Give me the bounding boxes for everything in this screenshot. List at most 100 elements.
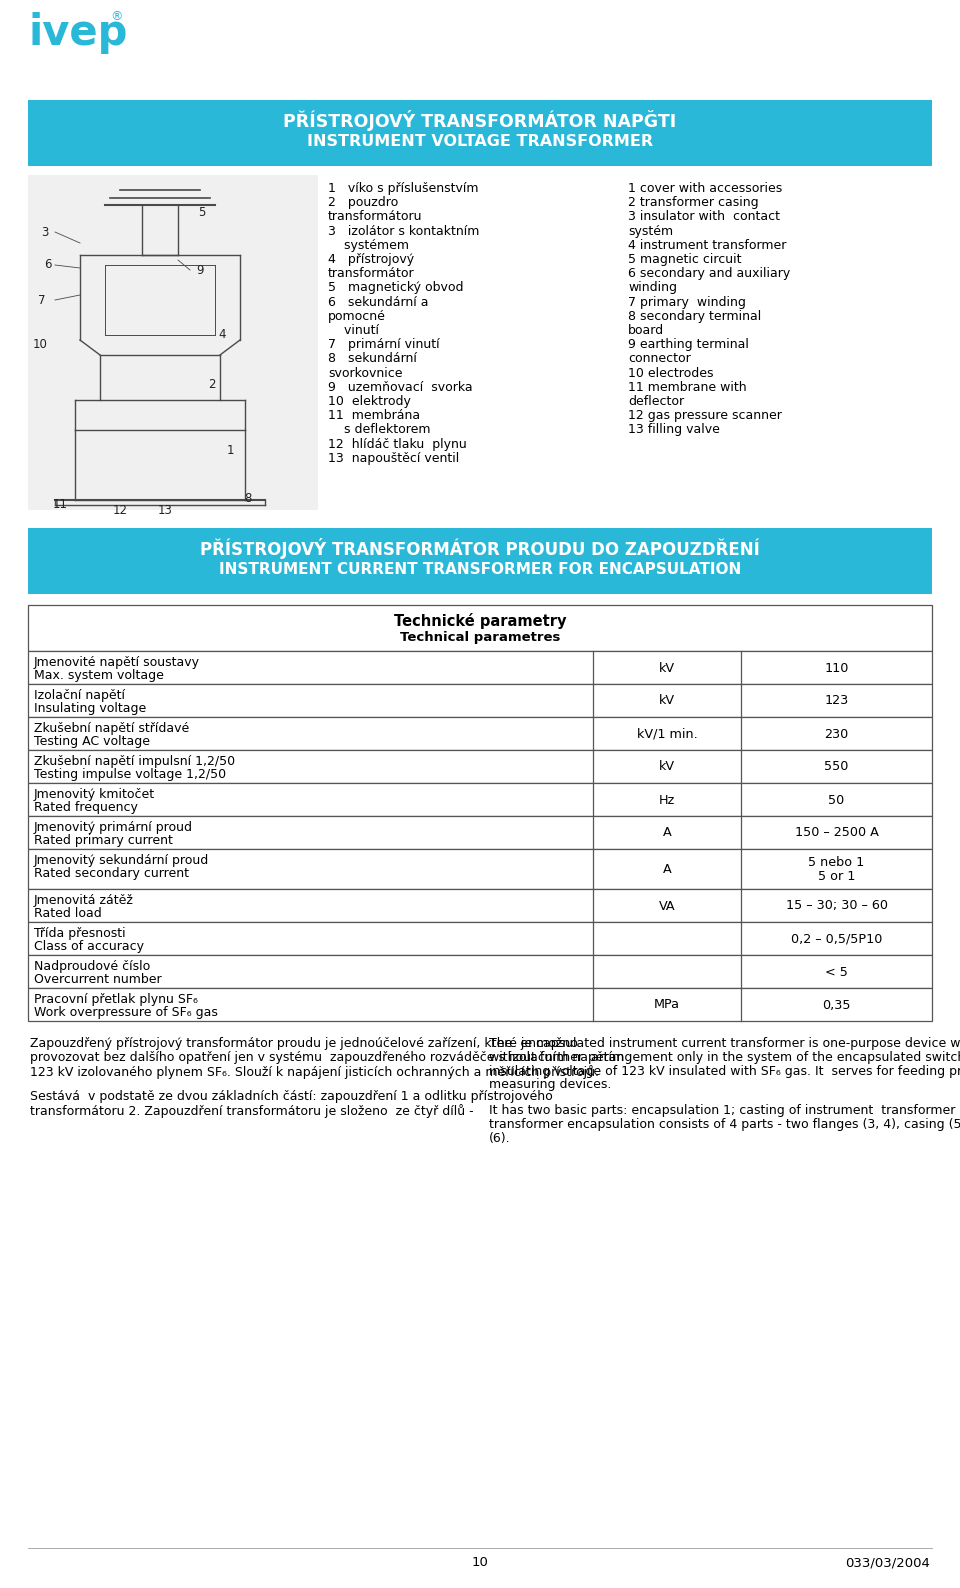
Text: The  encapsulated instrument current transformer is one-purpose device which can: The encapsulated instrument current tran… [489, 1037, 960, 1050]
Text: measuring devices.: measuring devices. [489, 1078, 612, 1091]
Bar [28, 816, 932, 850]
Text: 123: 123 [825, 694, 849, 708]
Text: 50: 50 [828, 794, 845, 807]
Text: It has two basic parts: encapsulation 1; casting of instrument  transformer 2;  : It has two basic parts: encapsulation 1;… [489, 1104, 960, 1118]
Bar [28, 988, 932, 1021]
Text: 9   uzemňovací  svorka: 9 uzemňovací svorka [328, 381, 472, 394]
Text: 4: 4 [218, 329, 226, 341]
Bar [28, 923, 932, 954]
Text: without further  arrangement only in the system of the encapsulated switchgear  : without further arrangement only in the … [489, 1051, 960, 1064]
Text: 2   pouzdro: 2 pouzdro [328, 197, 398, 210]
Text: Rated load: Rated load [34, 907, 102, 919]
Text: 7   primární vinutí: 7 primární vinutí [328, 338, 440, 351]
Text: 15 – 30; 30 – 60: 15 – 30; 30 – 60 [785, 899, 887, 913]
Text: transformátoru 2. Zapouzdření transformátoru je složeno  ze čtyř dílů -: transformátoru 2. Zapouzdření transformá… [30, 1104, 473, 1118]
Text: Jmenovitý sekundární proud: Jmenovitý sekundární proud [34, 854, 209, 867]
Text: 0,2 – 0,5/5P10: 0,2 – 0,5/5P10 [791, 932, 882, 945]
Text: Class of accuracy: Class of accuracy [34, 940, 144, 953]
Text: 6 secondary and auxiliary: 6 secondary and auxiliary [628, 267, 790, 279]
Text: 13: 13 [157, 503, 173, 516]
Bar [28, 175, 318, 510]
Bar [28, 605, 932, 651]
Text: Technical parametres: Technical parametres [399, 630, 561, 645]
Text: 2 transformer casing: 2 transformer casing [628, 197, 758, 210]
Bar [28, 850, 932, 889]
Text: 5 nebo 1: 5 nebo 1 [808, 856, 865, 869]
Text: connector: connector [628, 353, 691, 365]
Text: Insulating voltage: Insulating voltage [34, 702, 146, 715]
Text: 1: 1 [227, 443, 233, 456]
Text: Rated secondary current: Rated secondary current [34, 867, 189, 880]
Text: Sestává  v podstatě ze dvou základních částí: zapouzdření 1 a odlitku přístrojov: Sestává v podstatě ze dvou základních čá… [30, 1091, 553, 1104]
Text: 11  membrána: 11 membrána [328, 410, 420, 422]
Text: 123 kV izolovaného plynem SF₆. Slouží k napájení jisticích ochranných a měřících: 123 kV izolovaného plynem SF₆. Slouží k … [30, 1064, 599, 1078]
Text: Jmenovité napětí soustavy: Jmenovité napětí soustavy [34, 656, 200, 669]
Text: Zapouzdřený přístrojový transformátor proudu je jednoúčelové zařízení, které je : Zapouzdřený přístrojový transformátor pr… [30, 1037, 578, 1050]
Text: 12  hlídáč tlaku  plynu: 12 hlídáč tlaku plynu [328, 438, 467, 451]
Text: transformátoru: transformátoru [328, 210, 422, 224]
Text: Jmenovitý primární proud: Jmenovitý primární proud [34, 821, 193, 834]
Text: transformátor: transformátor [328, 267, 415, 279]
Text: 8   sekundární: 8 sekundární [328, 353, 417, 365]
Text: 1 cover with accessories: 1 cover with accessories [628, 183, 782, 195]
Text: 5 magnetic circuit: 5 magnetic circuit [628, 252, 741, 267]
Text: transformer encapsulation consists of 4 parts - two flanges (3, 4), casing (5) a: transformer encapsulation consists of 4 … [489, 1118, 960, 1131]
Text: (6).: (6). [489, 1132, 511, 1145]
Text: kV: kV [659, 761, 675, 773]
Text: 10 electrodes: 10 electrodes [628, 367, 713, 380]
Text: 8 secondary terminal: 8 secondary terminal [628, 310, 761, 322]
Text: 2: 2 [208, 378, 216, 392]
Bar [28, 651, 932, 684]
Text: 10: 10 [471, 1556, 489, 1569]
Bar [28, 783, 932, 816]
Text: Pracovní přetlak plynu SF₆: Pracovní přetlak plynu SF₆ [34, 992, 198, 1007]
Text: 4 instrument transformer: 4 instrument transformer [628, 238, 786, 252]
Text: 4   přístrojový: 4 přístrojový [328, 252, 414, 267]
Text: 3 insulator with  contact: 3 insulator with contact [628, 210, 780, 224]
Text: Jmenovitá zátěž: Jmenovitá zátěž [34, 894, 133, 907]
Text: deflector: deflector [628, 395, 684, 408]
Text: A: A [662, 862, 671, 877]
Text: 150 – 2500 A: 150 – 2500 A [795, 826, 878, 840]
Text: Nadproudové číslo: Nadproudové číslo [34, 961, 151, 973]
Bar [28, 100, 932, 167]
Text: pomocné: pomocné [328, 310, 386, 322]
Text: 3   izolátor s kontaktním: 3 izolátor s kontaktním [328, 224, 479, 238]
Text: 5: 5 [199, 205, 205, 219]
Text: kV: kV [659, 662, 675, 675]
Text: kV: kV [659, 694, 675, 708]
Text: Třída přesnosti: Třída přesnosti [34, 927, 126, 940]
Text: Rated primary current: Rated primary current [34, 834, 173, 846]
Text: vinutí: vinutí [328, 324, 379, 337]
Bar [28, 718, 932, 750]
Text: 110: 110 [825, 662, 849, 675]
Text: Work overpressure of SF₆ gas: Work overpressure of SF₆ gas [34, 1007, 218, 1019]
Text: < 5: < 5 [825, 966, 848, 978]
Text: PŘÍSTROJOVÝ TRANSFORMÁTOR NAPĞTI: PŘÍSTROJOVÝ TRANSFORMÁTOR NAPĞTI [283, 110, 677, 130]
Bar [28, 750, 932, 783]
Text: board: board [628, 324, 664, 337]
Text: winding: winding [628, 281, 677, 294]
Text: 7 primary  winding: 7 primary winding [628, 295, 746, 308]
Text: 5   magnetický obvod: 5 magnetický obvod [328, 281, 464, 294]
Text: INSTRUMENT VOLTAGE TRANSFORMER: INSTRUMENT VOLTAGE TRANSFORMER [307, 133, 653, 149]
Text: INSTRUMENT CURRENT TRANSFORMER FOR ENCAPSULATION: INSTRUMENT CURRENT TRANSFORMER FOR ENCAP… [219, 562, 741, 576]
Text: 13 filling valve: 13 filling valve [628, 424, 720, 437]
Text: Hz: Hz [659, 794, 675, 807]
Text: provozovat bez dalšího opatření jen v systému  zapouzdřeného rozváděče s izolačn: provozovat bez dalšího opatření jen v sy… [30, 1051, 624, 1064]
Bar [28, 889, 932, 923]
Text: 0,35: 0,35 [823, 999, 851, 1012]
Text: 3: 3 [41, 225, 49, 238]
Bar [28, 527, 932, 594]
Text: Overcurrent number: Overcurrent number [34, 973, 161, 986]
Text: MPa: MPa [654, 999, 680, 1012]
Text: kV/1 min.: kV/1 min. [636, 727, 697, 740]
Text: insulating voltage of 123 kV insulated with SF₆ gas. It  serves for feeding prot: insulating voltage of 123 kV insulated w… [489, 1064, 960, 1078]
Text: 033/03/2004: 033/03/2004 [845, 1556, 930, 1569]
Text: Jmenovitý kmitočet: Jmenovitý kmitočet [34, 788, 156, 800]
Text: Rated frequency: Rated frequency [34, 800, 138, 815]
Text: A: A [662, 826, 671, 840]
Text: ivep: ivep [28, 13, 128, 54]
Bar [28, 684, 932, 718]
Text: Izolační napětí: Izolační napětí [34, 689, 125, 702]
